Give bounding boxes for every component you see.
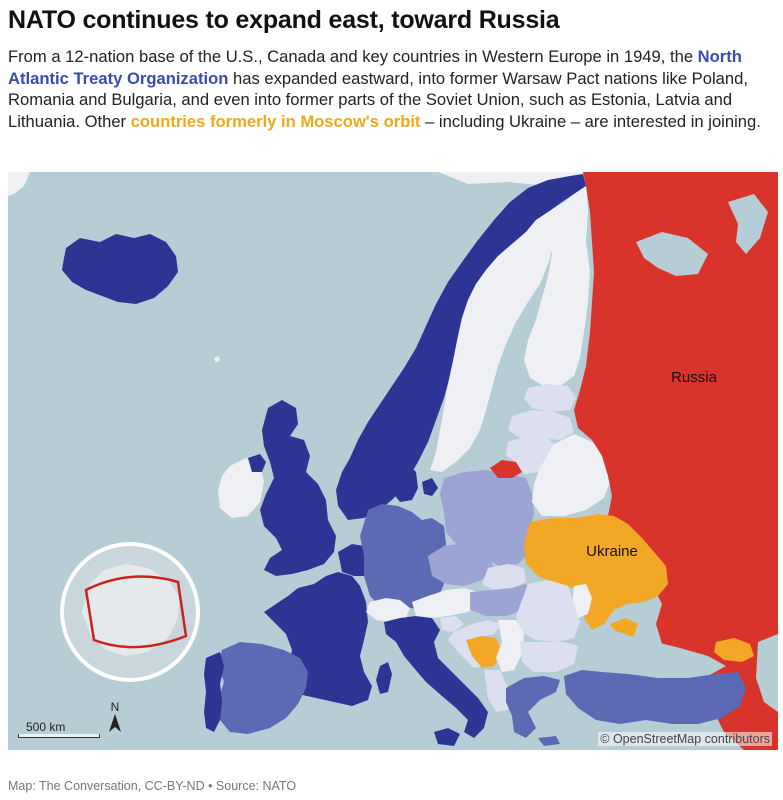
bosnia bbox=[466, 636, 502, 668]
benelux bbox=[338, 544, 370, 576]
ireland bbox=[218, 458, 264, 518]
serbia bbox=[496, 620, 524, 672]
germany bbox=[360, 504, 446, 612]
belarus bbox=[532, 434, 612, 516]
source-credit: Map: The Conversation, CC-BY-ND • Source… bbox=[8, 779, 297, 793]
faroe-islands bbox=[214, 356, 220, 363]
denmark bbox=[392, 464, 438, 502]
sweden bbox=[430, 212, 556, 472]
black-sea bbox=[584, 628, 726, 680]
georgia bbox=[714, 638, 754, 662]
greece bbox=[506, 676, 560, 746]
portugal bbox=[204, 652, 224, 732]
intro-text-3: – including Ukraine – are interested in … bbox=[420, 111, 761, 131]
romania bbox=[516, 580, 580, 642]
hungary bbox=[470, 584, 534, 616]
spain bbox=[218, 642, 308, 734]
north-label: N bbox=[110, 700, 120, 714]
kaliningrad bbox=[490, 460, 522, 478]
map-attribution[interactable]: © OpenStreetMap contributors bbox=[598, 732, 772, 746]
white-sea bbox=[636, 232, 708, 276]
northern-ireland bbox=[248, 454, 266, 472]
locator-globe bbox=[60, 542, 200, 682]
finland bbox=[524, 186, 590, 386]
map-canvas: Russia Ukraine bbox=[8, 172, 778, 750]
latvia bbox=[508, 410, 574, 440]
intro-text-1: From a 12-nation base of the U.S., Canad… bbox=[8, 47, 698, 66]
slovakia bbox=[482, 564, 526, 590]
bulgaria bbox=[520, 642, 578, 672]
russia-label: Russia bbox=[671, 369, 718, 386]
page-title: NATO continues to expand east, toward Ru… bbox=[8, 6, 560, 34]
ukraine-label: Ukraine bbox=[586, 543, 638, 560]
estonia bbox=[524, 384, 576, 412]
norway bbox=[336, 174, 586, 520]
moldova bbox=[572, 584, 592, 618]
scale-bar-line bbox=[18, 734, 100, 738]
poland bbox=[440, 470, 534, 566]
caspian-sea bbox=[756, 634, 778, 712]
intro-text-2: has expanded eastward, into former Warsa… bbox=[8, 68, 748, 131]
nato-highlight: North Atlantic Treaty Organization bbox=[8, 47, 742, 88]
europe-map[interactable]: Russia Ukraine 500 km N © OpenStreetMap … bbox=[8, 172, 778, 750]
iceland bbox=[62, 234, 178, 304]
turkey bbox=[564, 670, 746, 724]
russia bbox=[574, 172, 778, 750]
croatia bbox=[448, 620, 502, 668]
scale-bar-label: 500 km bbox=[26, 720, 66, 734]
ukraine bbox=[524, 514, 668, 638]
italy bbox=[376, 616, 488, 746]
austria bbox=[412, 588, 480, 618]
slovenia bbox=[440, 616, 464, 632]
scale-bar: 500 km bbox=[18, 720, 100, 738]
greenland-edge bbox=[8, 172, 30, 196]
north-arrow: N bbox=[108, 700, 122, 740]
united-kingdom bbox=[260, 400, 336, 576]
moscow-orbit-highlight: countries formerly in Moscow's orbit bbox=[130, 111, 421, 131]
north-arrow-icon bbox=[109, 714, 121, 732]
locator-frame bbox=[84, 575, 188, 649]
intro-paragraph: From a 12-nation base of the U.S., Canad… bbox=[8, 46, 776, 132]
kola-inlet bbox=[728, 194, 768, 254]
switzerland bbox=[366, 598, 410, 622]
